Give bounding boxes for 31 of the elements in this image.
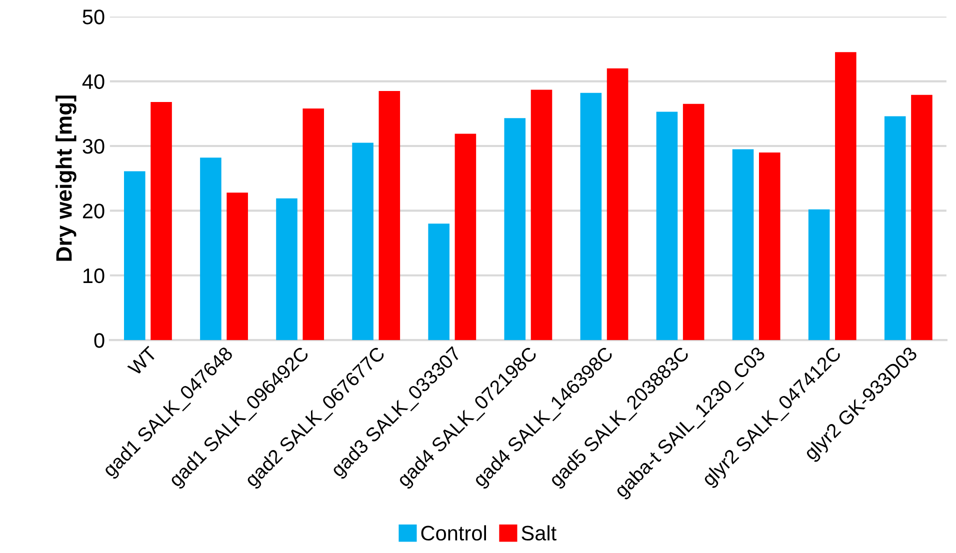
y-tick-label: 10 [83,268,104,284]
bar [911,94,932,340]
bar [200,158,222,340]
bar [758,152,780,340]
bar [606,68,628,340]
bar [682,104,704,340]
bar [504,118,526,340]
y-axis-title: Dry weight [mg] [56,96,76,261]
legend-label: Control [421,525,486,541]
bar [580,92,602,340]
bar [352,142,374,340]
bar [124,171,146,340]
bar [530,90,552,340]
bar [302,108,324,340]
bar [808,209,830,340]
bar [276,198,298,340]
bar [656,112,678,340]
bar [732,149,754,340]
bar [454,134,476,340]
bar [428,224,450,340]
bar [226,192,248,340]
bar [150,102,172,340]
y-tick-label: 0 [94,333,104,348]
bar [835,52,856,340]
bar [884,116,906,340]
y-tick-label: 40 [82,74,104,90]
bar [378,90,400,340]
legend-label: Salt [522,525,556,541]
y-tick-label: 30 [82,138,104,154]
y-tick-label: 50 [82,10,104,24]
y-tick-label: 20 [82,204,104,218]
